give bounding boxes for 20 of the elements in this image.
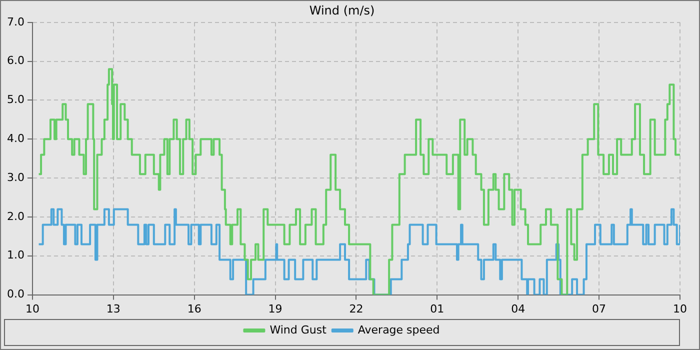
y-tick-label: 5.0 xyxy=(6,93,24,106)
y-tick-label: 6.0 xyxy=(6,54,24,68)
x-tick-label: 22 xyxy=(349,302,364,316)
legend-label: Wind Gust xyxy=(270,323,328,336)
x-tick-label: 01 xyxy=(430,302,444,316)
x-tick-label: 04 xyxy=(511,302,526,316)
y-tick-label: 7.0 xyxy=(6,15,24,28)
x-tick-label: 19 xyxy=(268,302,282,316)
y-tick-label: 3.0 xyxy=(6,170,24,184)
x-tick-label: 16 xyxy=(187,302,202,316)
x-tick-label: 10 xyxy=(673,302,687,316)
x-tick-label: 07 xyxy=(592,302,606,316)
y-tick-label: 2.0 xyxy=(6,210,24,223)
chart-title: Wind (m/s) xyxy=(309,3,375,18)
y-tick-label: 1.0 xyxy=(6,248,24,262)
legend-label: Average speed xyxy=(358,323,440,336)
x-tick-label: 13 xyxy=(106,302,120,316)
y-tick-label: 0.0 xyxy=(6,288,24,301)
x-tick-label: 10 xyxy=(25,302,40,316)
y-tick-label: 4.0 xyxy=(6,132,24,145)
